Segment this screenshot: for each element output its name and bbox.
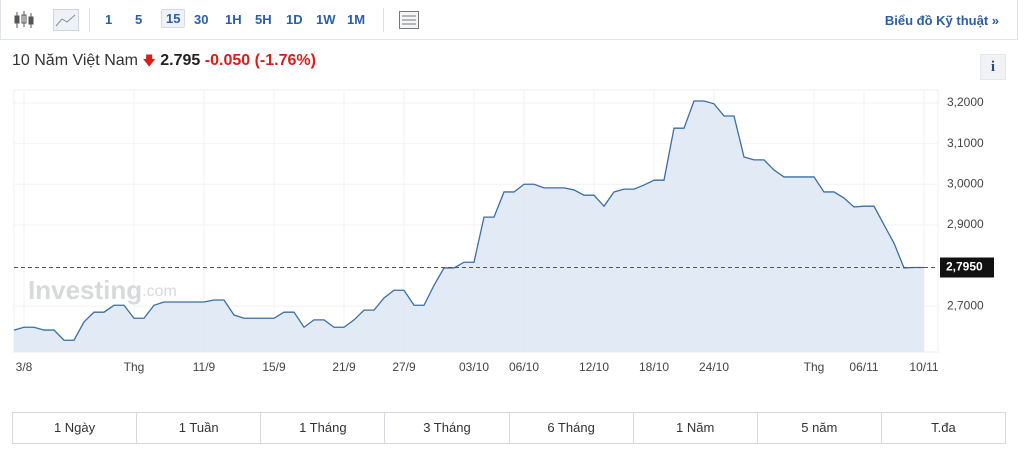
range-button[interactable]: 5 năm (758, 413, 882, 443)
x-tick-label: 06/10 (509, 360, 539, 374)
range-button[interactable]: T.đa (931, 420, 956, 435)
x-tick-label: 03/10 (459, 360, 489, 374)
price: 2.795 (160, 52, 201, 69)
separator (89, 8, 90, 32)
interval-button[interactable]: 5 (135, 12, 143, 27)
x-tick-label: Thg (124, 360, 145, 374)
y-tick-label: 2,7000 (947, 298, 984, 312)
x-tick-label: 15/9 (262, 360, 286, 374)
area (14, 100, 924, 353)
line (13, 100, 924, 341)
x-tick-label: 12/10 (579, 360, 609, 374)
interval-button[interactable]: 1H (225, 12, 242, 27)
instrument-name: 10 Năm Việt Nam (12, 52, 138, 69)
x-tick-label: Thg (804, 360, 825, 374)
range-button[interactable]: 3 Tháng (385, 413, 510, 443)
last-price-label: 2,7950 (946, 260, 983, 274)
interval-button[interactable]: 30 (194, 12, 209, 27)
x-tick-label: 21/9 (332, 360, 356, 374)
range-button[interactable]: 6 Tháng (510, 413, 634, 443)
x-tick-label: 18/10 (639, 360, 669, 374)
range-buttons: 1 Ngày 1 Tuần 1 Tháng 3 Tháng 6 Tháng 1 Năm 5 … (12, 412, 1006, 444)
separator (383, 8, 384, 32)
watermark: Investing.com (28, 275, 177, 305)
tech-link-text[interactable]: Biểu đồ Kỹ thuật (884, 13, 989, 28)
range-button[interactable]: 1 Ngày (13, 413, 138, 443)
range-button[interactable]: 1 Tuần (137, 413, 262, 443)
y-tick-label: 2,9000 (947, 217, 984, 231)
change-pct: (-1.76%) (254, 52, 316, 69)
y-tick-label: 3,2000 (947, 95, 984, 109)
interval-button[interactable]: 15 (161, 9, 186, 28)
area-icon[interactable] (53, 9, 79, 31)
y-tick-label: 3,1000 (947, 136, 984, 150)
toolbar: 1 5 15 30 1H 5H 1D 1W 1M Biểu đồ Kỹ thuật » (0, 0, 1018, 40)
table-icon[interactable] (398, 10, 420, 30)
down-arrow: 🡇 (142, 53, 156, 68)
x-tick-label: 24/10 (699, 360, 729, 374)
interval-button[interactable]: 1W (316, 12, 336, 27)
change: -0.050 (204, 52, 251, 69)
info-button[interactable]: i (980, 54, 1006, 80)
x-tick-label: 10/11 (909, 360, 938, 374)
interval-button[interactable]: 1M (347, 12, 366, 27)
interval-button[interactable]: 1D (286, 12, 303, 27)
header: 10 Năm Việt Nam 🡇 2.795 -0.050 (-1.76%) (12, 52, 316, 74)
watermark-text: Investing (28, 275, 142, 305)
x-tick-label: 11/9 (193, 360, 216, 374)
interval-button[interactable]: 1 (105, 12, 113, 27)
x-tick-label: 27/9 (392, 360, 416, 374)
y-tick-label: 3,0000 (947, 176, 984, 190)
last-price-box (940, 257, 994, 278)
candle-icon[interactable] (13, 10, 35, 30)
x-tick-label: 06/11 (849, 360, 878, 374)
range-button[interactable]: 1 Năm (634, 413, 758, 443)
watermark-suffix: .com (142, 283, 177, 300)
range-button[interactable]: 1 Tháng (261, 413, 386, 443)
x-tick-label: 3/8 (16, 360, 33, 374)
interval-button[interactable]: 5H (255, 12, 272, 27)
chart: Investing.com 2,7950 2,7000 2,9000 3,0000 3,1… (13, 89, 994, 374)
tech-link[interactable]: Biểu đồ Kỹ thuật » (884, 13, 999, 28)
